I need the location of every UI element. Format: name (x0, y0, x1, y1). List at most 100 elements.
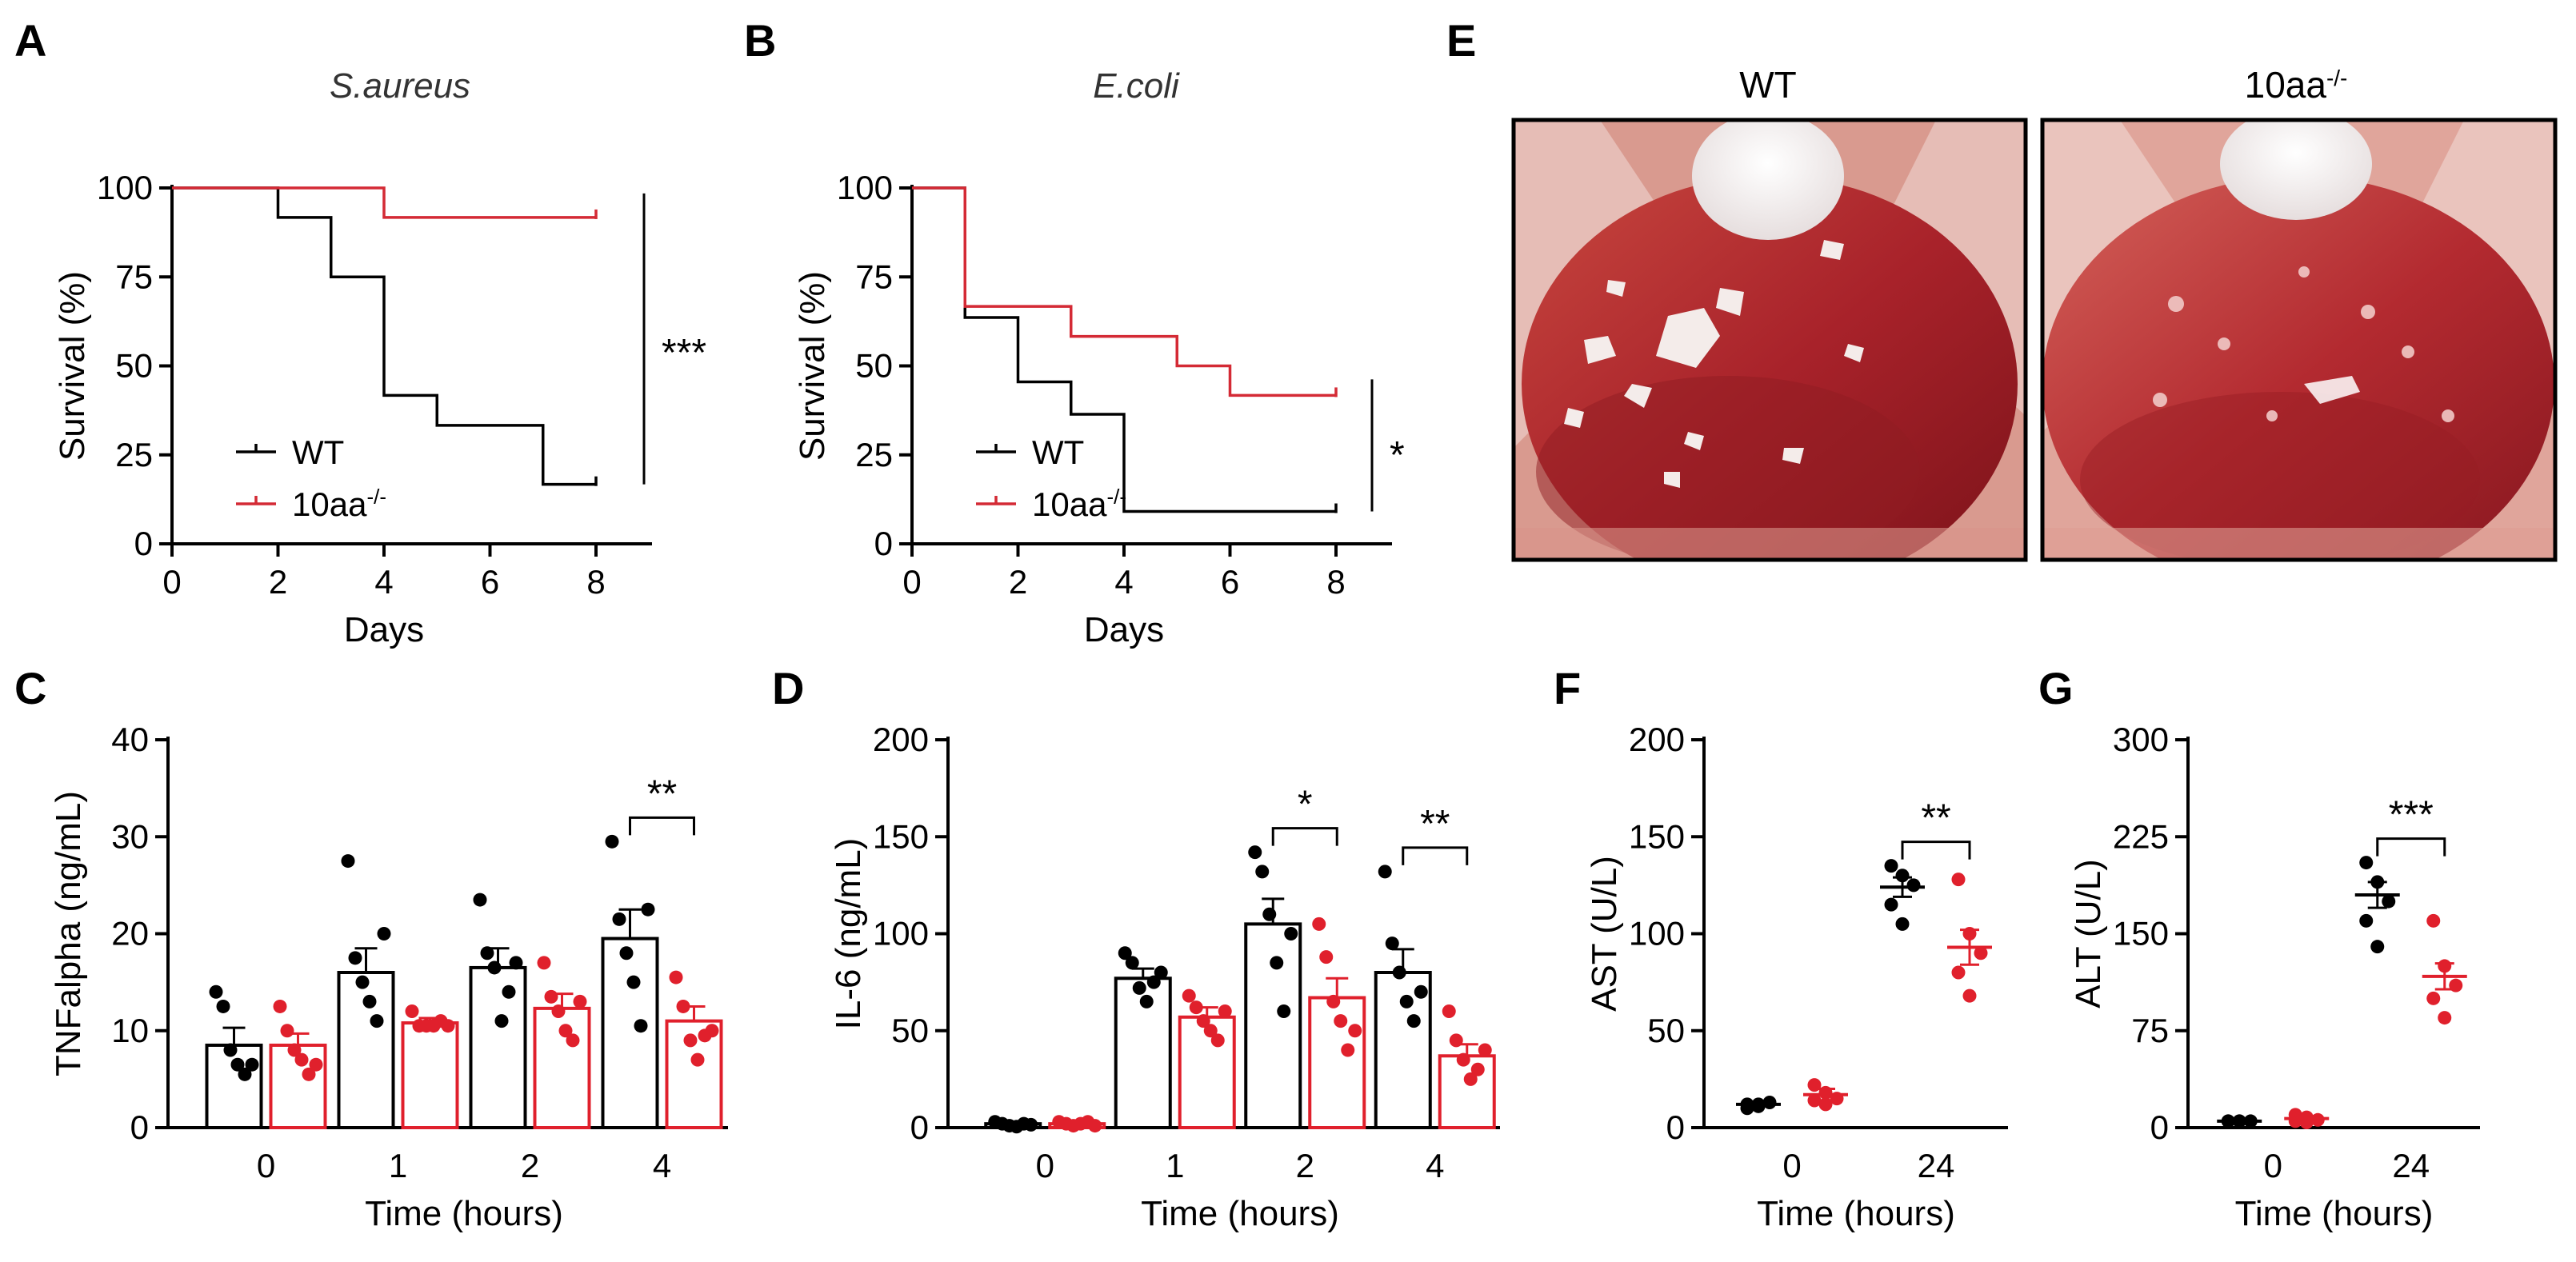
bar-wt (469, 965, 527, 1129)
alt-scatter-chart: 0 75 150 225 300 ALT (U/L) 0 24 Time (hours) *** (2069, 721, 2480, 1233)
data-point (238, 1067, 252, 1081)
panel-letter-a: A (14, 15, 46, 66)
x-tick-label: 4 (1114, 563, 1133, 601)
x-tick-label: 24 (1918, 1147, 1955, 1184)
data-point (494, 1014, 509, 1028)
y-tick-label: 25 (115, 436, 153, 473)
y-axis-title: TNFalpha (ng/mL) (49, 791, 88, 1076)
x-axis-title: Days (1084, 610, 1164, 649)
y-tick-label: 20 (111, 915, 149, 952)
significance-bracket (1901, 841, 1971, 860)
x-tick-label: 0 (2264, 1147, 2282, 1184)
significance-bracket (2376, 837, 2446, 857)
x-axis-title: Time (hours) (2235, 1194, 2434, 1233)
data-point (1478, 1043, 1492, 1057)
y-tick-label: 50 (891, 1012, 929, 1049)
significance-label: *** (2389, 794, 2434, 837)
legend-label-wt: WT (1032, 433, 1084, 471)
y-tick-label: 75 (2131, 1012, 2169, 1049)
y-tick-label: 150 (1629, 817, 1685, 855)
liver-photo-10aa (2042, 120, 2555, 560)
survival-chart-s-aureus: 0 25 50 75 100 Survival (%) 0 2 4 6 8 Days S.aureus W… (53, 66, 706, 649)
y-tick-label: 150 (873, 817, 929, 855)
y-axis-title: Survival (%) (53, 271, 92, 461)
data-point (544, 989, 558, 1004)
data-point (216, 999, 230, 1013)
data-point (1884, 859, 1898, 873)
y-tick-label: 25 (855, 436, 893, 473)
x-axis-title: Time (hours) (1141, 1194, 1339, 1233)
survival-line-wt (912, 186, 1336, 513)
bar-wt (601, 937, 659, 1129)
y-tick-label: 300 (2113, 721, 2169, 758)
x-tick-label: 6 (1221, 563, 1239, 601)
significance-label: ** (647, 773, 677, 815)
y-tick-label: 0 (874, 525, 893, 562)
data-point (1884, 897, 1898, 912)
data-point (558, 1024, 573, 1038)
x-tick-label: 8 (586, 563, 605, 601)
data-point (370, 1014, 384, 1028)
significance-bracket (1271, 827, 1338, 846)
data-point (1125, 956, 1139, 970)
data-point (537, 956, 551, 970)
y-axis-title: ALT (U/L) (2069, 859, 2108, 1008)
data-point (1210, 1033, 1225, 1048)
y-tick-label: 75 (115, 258, 153, 295)
y-tick-label: 0 (2150, 1108, 2169, 1146)
data-point (1255, 865, 1270, 879)
data-point (1203, 1024, 1218, 1038)
panel-letter-g: G (2038, 663, 2074, 713)
x-tick-label: 4 (653, 1147, 671, 1184)
significance-label: ** (1420, 803, 1450, 845)
data-point (309, 1057, 323, 1072)
data-point (1262, 907, 1277, 921)
bar-ko (401, 1021, 459, 1130)
bar-ko (1438, 1054, 1496, 1130)
data-point (223, 1043, 238, 1057)
x-tick-label: 4 (374, 563, 393, 601)
data-point (1378, 865, 1392, 879)
data-point (405, 1004, 419, 1018)
photo-label-10aa: 10aa-/- (2245, 64, 2348, 106)
data-point (1399, 994, 1414, 1008)
data-point (1470, 1062, 1485, 1076)
y-tick-label: 50 (855, 347, 893, 385)
y-tick-label: 50 (115, 347, 153, 385)
data-point (1088, 1119, 1102, 1133)
survival-chart-e-coli: 0 25 50 75 100 Survival (%) 0 2 4 6 8 Days E.coli WT 1… (793, 66, 1405, 649)
data-point (441, 1019, 455, 1033)
x-tick-label: 1 (389, 1147, 407, 1184)
data-point (1146, 975, 1161, 989)
data-point (1807, 1093, 1822, 1108)
data-point (1277, 1004, 1291, 1018)
data-point (2370, 940, 2385, 954)
data-point (612, 912, 626, 926)
data-point (1895, 917, 1910, 931)
x-tick-label: 1 (1166, 1147, 1184, 1184)
y-tick-label: 150 (2113, 915, 2169, 952)
data-point (341, 854, 355, 869)
legend-label-ko: 10aa-/- (292, 485, 386, 523)
data-point (1024, 1117, 1038, 1132)
y-tick-label: 75 (855, 258, 893, 295)
data-point (1341, 1043, 1355, 1057)
data-point (1154, 965, 1168, 980)
y-tick-label: 10 (111, 1012, 149, 1049)
data-point (1196, 1014, 1210, 1028)
data-point (1132, 980, 1146, 995)
data-point (355, 975, 370, 989)
chart-title: E.coli (1093, 66, 1180, 106)
data-point (1406, 1014, 1421, 1028)
data-point (1906, 878, 1921, 893)
data-point (480, 946, 494, 960)
y-tick-label: 50 (1647, 1012, 1685, 1049)
data-point (1218, 1004, 1232, 1018)
y-tick-label: 200 (1629, 721, 1685, 758)
data-point (1449, 1033, 1463, 1048)
y-tick-label: 100 (1629, 915, 1685, 952)
y-tick-label: 100 (873, 915, 929, 952)
data-point (1962, 988, 1977, 1003)
data-point (605, 834, 619, 849)
data-point (2359, 913, 2374, 928)
